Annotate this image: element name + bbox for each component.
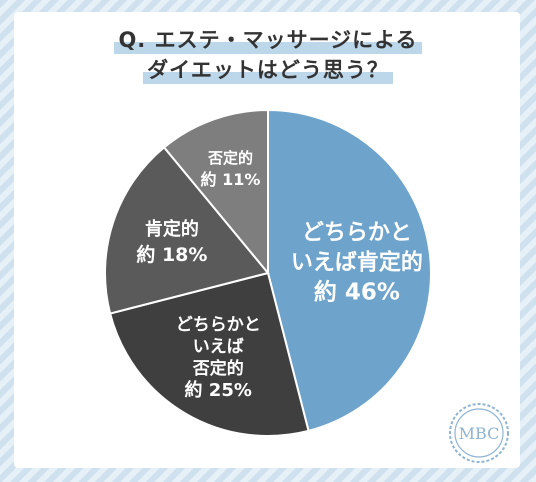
pie-slice-1-label-line-1: どちらかと — [302, 220, 412, 245]
pie-slice-2-label-line-4: 約 25% — [185, 379, 252, 401]
pie-slice-3-label-line-1: 肯定的 — [145, 218, 199, 240]
pie-slice-2-label-line-3: 否定的 — [192, 358, 244, 379]
pie-slice-3 — [104, 145, 270, 315]
pie-slice-2-label-line-2: いえば — [193, 337, 244, 357]
mbc-logo-emblem: MBC — [449, 403, 509, 463]
chart-title-line2: ダイエットはどう思う？ — [0, 54, 536, 84]
pie-slice-4-label-line-1: 否定的 — [207, 149, 253, 167]
mbc-logo-text: MBC — [459, 424, 500, 443]
chart-title-line1-text: Q. エステ・マッサージによる — [114, 24, 422, 54]
pie-slice-4-label-line-2: 約 11% — [201, 170, 261, 189]
pie-slices — [104, 108, 432, 437]
pie-slice-1 — [267, 108, 432, 433]
mbc-logo: MBC — [446, 400, 512, 466]
pie-slice-4 — [162, 108, 269, 276]
pie-slice-3-label-line-2: 約 18% — [136, 243, 207, 266]
pie-slice-2-label-line-1: どちらかと — [176, 315, 261, 335]
pie-slice-1-label-line-2: いえば肯定的 — [291, 249, 423, 275]
pie-slice-2 — [108, 271, 310, 437]
chart-title-line1: Q. エステ・マッサージによる — [0, 24, 536, 54]
pie-slice-1-label-line-3: 約 46% — [314, 278, 400, 305]
chart-title-line2-text: ダイエットはどう思う？ — [143, 54, 393, 84]
